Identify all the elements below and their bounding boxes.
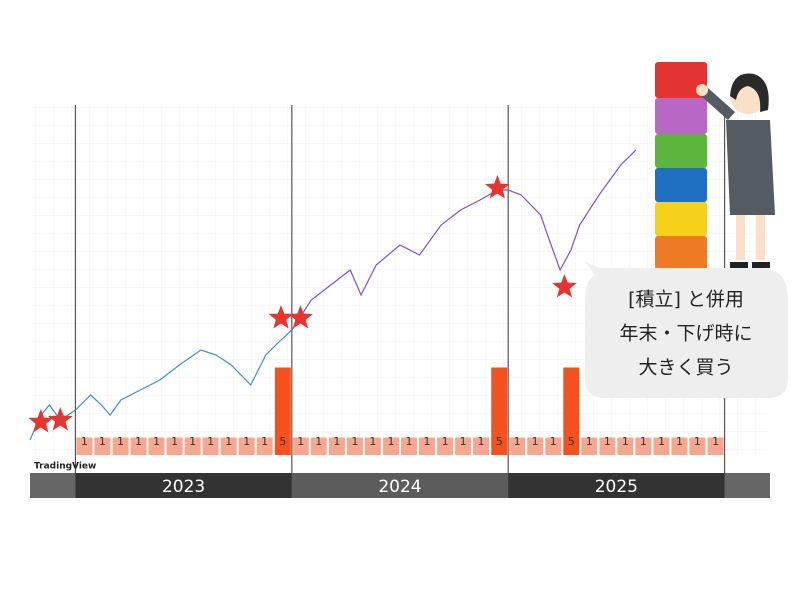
bar [383, 437, 399, 455]
bar [401, 437, 417, 455]
year-band [291, 473, 509, 498]
bar-label: 1 [81, 435, 88, 448]
callout-line: 大きく買う [638, 357, 733, 379]
star-marker [485, 175, 510, 199]
bar-label: 1 [333, 435, 340, 448]
bar [364, 437, 381, 455]
bar [238, 437, 255, 455]
bar-label: 1 [604, 435, 611, 448]
bar [310, 437, 327, 455]
bar [184, 437, 201, 455]
bar-label: 1 [658, 435, 665, 448]
year-label: 2025 [595, 477, 638, 497]
bar-label: 1 [514, 435, 521, 448]
bar [274, 367, 291, 455]
star-marker [268, 305, 294, 329]
bar-label: 1 [586, 435, 593, 448]
bar-label: 1 [99, 435, 106, 448]
bar-label: 1 [153, 435, 160, 448]
bar-label: 1 [243, 435, 250, 448]
bar [437, 437, 454, 455]
bar-label: 1 [351, 435, 358, 448]
bar-label: 1 [117, 435, 124, 448]
bar-label: 1 [189, 435, 196, 448]
bar [707, 437, 724, 455]
bar-label: 1 [171, 435, 178, 448]
bar [418, 437, 435, 455]
bar-label: 1 [442, 435, 449, 448]
price-line [291, 149, 637, 331]
year-label: 2023 [162, 477, 205, 497]
bar [256, 437, 273, 455]
bar [130, 437, 147, 455]
bar [473, 437, 490, 455]
year-label: 2024 [378, 477, 421, 497]
bar-label: 5 [496, 435, 503, 448]
star-marker [47, 407, 73, 431]
callout-line: 年末・下げ時に [619, 323, 752, 345]
bar-label: 1 [478, 435, 485, 448]
bar [328, 437, 345, 455]
bar-label: 1 [297, 435, 304, 448]
bar [112, 437, 129, 455]
illustration [655, 62, 775, 270]
star-marker [28, 409, 54, 433]
bar [202, 437, 219, 455]
bar [617, 437, 634, 455]
bar [76, 437, 93, 455]
watermark: TradingView [34, 462, 96, 472]
bar [527, 437, 544, 455]
bar-label: 1 [207, 435, 214, 448]
bar [148, 437, 165, 455]
bar-label: 1 [622, 435, 629, 448]
star-marker [552, 274, 577, 298]
bar [635, 437, 652, 455]
callout: [積立] と併用 年末・下げ時に 大きく買う [585, 262, 788, 398]
bar [220, 437, 237, 455]
bar-label: 1 [460, 435, 467, 448]
bar-label: 5 [568, 435, 575, 448]
bar [671, 437, 688, 455]
bar [292, 437, 309, 455]
bar [653, 437, 670, 455]
bar [166, 437, 183, 455]
year-band [75, 473, 292, 498]
bar-label: 1 [550, 435, 557, 448]
bar-label: 1 [135, 435, 142, 448]
bar [455, 437, 472, 455]
bar-label: 1 [712, 435, 719, 448]
bar [563, 367, 580, 455]
bar-label: 1 [423, 435, 430, 448]
bar-label: 1 [388, 435, 395, 448]
bar [491, 367, 508, 455]
bar-label: 1 [532, 435, 539, 448]
bar-label: 1 [694, 435, 701, 448]
bar [599, 437, 616, 455]
year-band [508, 473, 725, 498]
bar [346, 437, 363, 455]
callout-line: [積立] と併用 [628, 289, 744, 311]
bar-label: 5 [279, 435, 286, 448]
bar [545, 437, 562, 455]
bar-label: 1 [315, 435, 322, 448]
bar-label: 1 [405, 435, 412, 448]
bar [689, 437, 706, 455]
bar-label: 1 [225, 435, 232, 448]
bar [509, 437, 526, 455]
bar [94, 437, 111, 455]
bar-label: 1 [676, 435, 683, 448]
bar-label: 1 [261, 435, 268, 448]
bar-label: 1 [640, 435, 647, 448]
star-marker [288, 305, 313, 329]
bar [581, 437, 598, 455]
bar-label: 1 [369, 435, 376, 448]
